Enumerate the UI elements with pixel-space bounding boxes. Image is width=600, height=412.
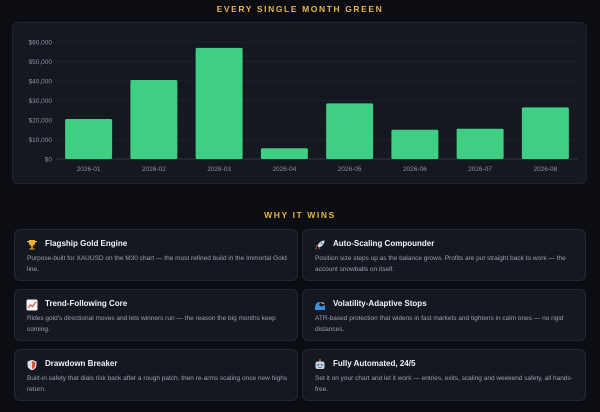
feature-card-title: Fully Automated, 24/5 xyxy=(333,359,416,368)
y-tick-label: $30,000 xyxy=(29,98,53,105)
y-tick-label: $20,000 xyxy=(29,117,53,124)
feature-card-title: Trend-Following Core xyxy=(45,299,128,308)
x-tick-label: 2026-07 xyxy=(468,166,492,173)
bar-2026-04 xyxy=(260,148,308,159)
trend-chart-icon xyxy=(25,298,39,312)
x-tick-label: 2026-04 xyxy=(272,166,296,173)
y-tick-label: $10,000 xyxy=(29,137,53,144)
feature-card-title: Volatility-Adaptive Stops xyxy=(333,299,427,308)
feature-card-auto-scaling-compounder: Auto-Scaling Compounder Position size st… xyxy=(302,229,586,281)
wins-section-title: WHY IT WINS xyxy=(264,210,336,220)
y-tick-label: $50,000 xyxy=(29,59,53,66)
feature-card-desc: Built-in safety that dials risk back aft… xyxy=(27,375,288,393)
feature-card-title: Flagship Gold Engine xyxy=(45,239,128,248)
chart-panel: $0 $10,000 $20,000 $30,000 $40,000 $50,000 $60… xyxy=(12,22,587,184)
x-tick-label: 2026-06 xyxy=(403,166,427,173)
rocket-icon xyxy=(313,238,327,252)
feature-card-title: Auto-Scaling Compounder xyxy=(333,239,435,248)
y-tick-label: $60,000 xyxy=(29,39,53,46)
y-tick-label: $40,000 xyxy=(29,78,53,85)
feature-card-desc: ATR-based protection that widens in fast… xyxy=(315,315,564,333)
bar-2026-05 xyxy=(326,103,374,159)
trophy-icon xyxy=(25,238,39,252)
feature-card-desc: Rides gold's directional moves and lets … xyxy=(27,315,276,333)
y-tick-label: $0 xyxy=(45,156,53,163)
chart-section-title: EVERY SINGLE MONTH GREEN xyxy=(216,4,384,14)
bar-2026-06 xyxy=(391,129,439,159)
bar-2026-07 xyxy=(456,128,504,159)
robot-icon xyxy=(313,358,327,372)
bar-2026-08 xyxy=(521,107,569,159)
x-tick-label: 2026-01 xyxy=(77,166,101,173)
bar-2026-02 xyxy=(130,80,178,159)
shield-icon xyxy=(25,358,39,372)
feature-card-fully-automated: Fully Automated, 24/5 Set it on your cha… xyxy=(302,349,586,401)
wave-icon xyxy=(313,298,327,312)
feature-card-volatility-adaptive-stops: Volatility-Adaptive Stops ATR-based prot… xyxy=(302,289,586,341)
x-tick-label: 2026-08 xyxy=(533,166,557,173)
feature-card-title: Drawdown Breaker xyxy=(45,359,118,368)
x-tick-label: 2026-05 xyxy=(338,166,362,173)
bar-2026-03 xyxy=(195,47,243,159)
feature-card-flagship-gold-engine: Flagship Gold Engine Purpose-built for X… xyxy=(14,229,298,281)
monthly-bar-chart: $0 $10,000 $20,000 $30,000 $40,000 $50,000 $60… xyxy=(29,39,578,173)
x-tick-label: 2026-02 xyxy=(142,166,166,173)
feature-card-drawdown-breaker: Drawdown Breaker Built-in safety that di… xyxy=(14,349,298,401)
bar-2026-01 xyxy=(65,119,113,159)
feature-card-trend-following-core: Trend-Following Core Rides gold's direct… xyxy=(14,289,298,341)
feature-card-desc: Set it on your chart and let it work — e… xyxy=(315,375,573,393)
x-tick-label: 2026-03 xyxy=(207,166,231,173)
feature-card-desc: Position size steps up as the balance gr… xyxy=(315,255,566,273)
feature-card-desc: Purpose-built for XAUUSD on the M30 char… xyxy=(27,255,287,273)
